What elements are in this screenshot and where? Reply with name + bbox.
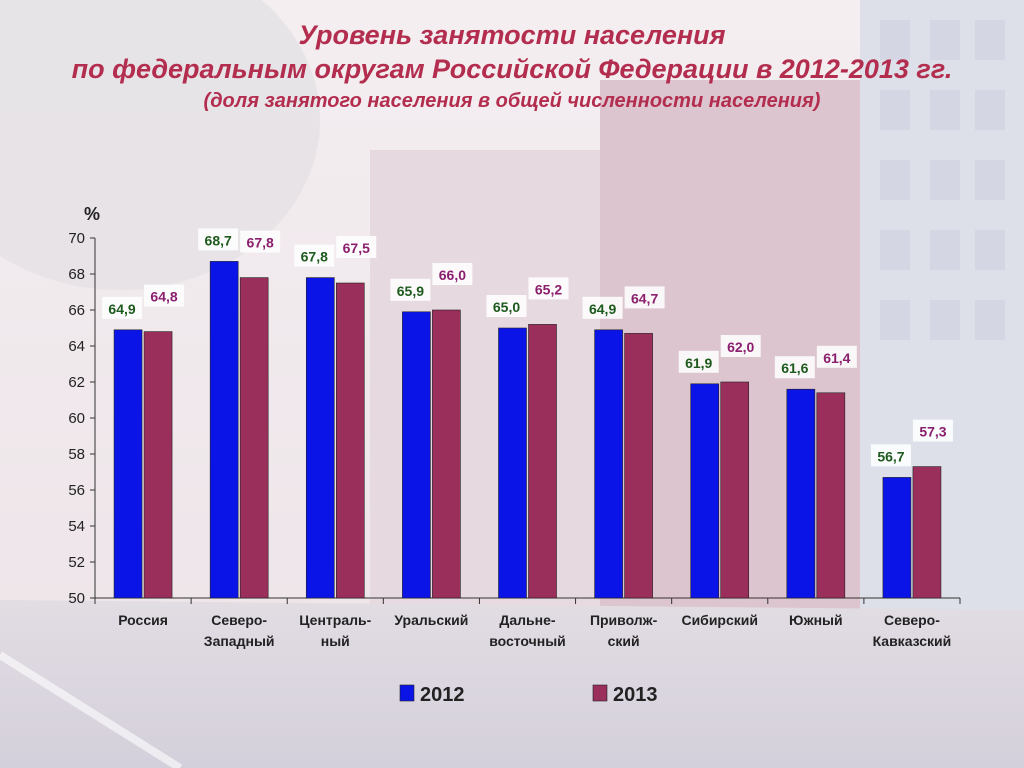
category-label: Северо- (211, 612, 267, 628)
data-label-bg (486, 295, 527, 317)
bar-2012-5 (498, 327, 527, 599)
data-label-2013-1: 64,8 (150, 289, 177, 305)
bar-2012-4 (402, 311, 431, 599)
data-label-2012-7: 61,9 (685, 355, 712, 371)
data-label-2013-8: 61,4 (823, 350, 850, 366)
data-label-bg (432, 263, 473, 285)
bar-2013-6 (624, 333, 653, 599)
chart-title-line2: по федеральным округам Российской Федера… (71, 54, 953, 84)
category-label: Южный (789, 612, 843, 628)
y-tick-label: 66 (68, 302, 85, 319)
data-label-bg (624, 286, 665, 309)
bar-2012-6 (594, 329, 623, 599)
category-label: ский (608, 633, 640, 649)
legend-label-2012: 2012 (420, 684, 465, 706)
data-label-2012-4: 65,9 (397, 283, 424, 299)
data-label-2013-9: 57,3 (919, 424, 946, 440)
bar-2012-1 (113, 329, 143, 599)
data-label-2013-7: 62,0 (727, 339, 754, 355)
chart-title: Уровень занятости населения (298, 20, 726, 50)
category-label: ный (321, 633, 350, 649)
data-label-bg (198, 228, 239, 251)
data-label-bg (720, 335, 761, 357)
category-label: Приволж- (590, 612, 658, 628)
data-label-2012-2: 68,7 (205, 232, 232, 248)
bar-2013-5 (528, 324, 557, 599)
legend-swatch-2013 (592, 684, 608, 702)
data-label-2013-2: 67,8 (247, 235, 274, 251)
category-label: восточный (489, 633, 566, 649)
category-label: Россия (118, 612, 168, 628)
category-label: Северо- (884, 612, 940, 628)
data-label-bg (582, 296, 623, 319)
y-axis-label: % (84, 204, 100, 224)
y-tick-label: 56 (68, 482, 85, 499)
data-label-2013-3: 67,5 (343, 240, 370, 256)
data-label-bg (870, 444, 911, 467)
bar-2012-9 (882, 477, 912, 599)
y-tick-label: 54 (68, 518, 85, 535)
y-tick-label: 68 (68, 266, 85, 283)
data-label-2013-6: 64,7 (631, 290, 658, 306)
data-label-bg (336, 236, 377, 258)
bar-2013-1 (143, 331, 173, 599)
chart-title-block: Уровень занятости населения по федеральн… (0, 18, 1024, 116)
data-label-2013-5: 65,2 (535, 281, 562, 297)
data-label-bg (816, 345, 857, 368)
bar-2013-2 (239, 277, 269, 599)
data-label-bg (390, 278, 431, 301)
y-tick-label: 52 (68, 554, 85, 571)
category-label: Централь- (299, 612, 371, 628)
bar-2013-4 (432, 309, 461, 599)
y-tick-label: 60 (68, 410, 85, 427)
data-label-bg (912, 419, 953, 442)
data-label-2013-4: 66,0 (439, 267, 466, 283)
bar-2013-8 (816, 392, 846, 599)
legend-swatch-2012 (399, 684, 415, 702)
bar-2012-7 (690, 383, 720, 599)
category-label: Уральский (394, 612, 468, 628)
legend-label-2013: 2013 (613, 684, 658, 706)
y-tick-label: 70 (68, 230, 85, 247)
data-label-bg (144, 284, 185, 307)
data-label-bg (102, 296, 143, 319)
category-label: Дальне- (499, 612, 556, 628)
data-label-2012-8: 61,6 (781, 360, 808, 376)
category-label: Сибирский (681, 612, 758, 628)
y-tick-label: 64 (68, 338, 85, 355)
y-tick-label: 50 (68, 590, 85, 607)
chart-subtitle: (доля занятого населения в общей численн… (203, 90, 821, 112)
data-label-2012-5: 65,0 (493, 299, 520, 315)
data-label-2012-3: 67,8 (301, 249, 328, 265)
data-label-bg (774, 356, 815, 379)
data-label-2012-9: 56,7 (877, 448, 904, 464)
bar-2013-3 (335, 282, 365, 599)
y-tick-label: 62 (68, 374, 85, 391)
bar-2012-2 (209, 261, 239, 599)
data-label-bg (240, 230, 281, 253)
bar-2013-7 (720, 381, 750, 599)
data-label-bg (678, 350, 719, 373)
data-label-bg (528, 277, 569, 300)
category-label: Кавказский (873, 633, 952, 649)
data-label-bg (294, 244, 335, 267)
category-label: Западный (204, 633, 275, 649)
data-label-2012-1: 64,9 (108, 301, 135, 317)
bar-2013-9 (912, 466, 942, 599)
bar-2012-3 (305, 277, 335, 599)
y-tick-label: 58 (68, 446, 85, 463)
data-label-2012-6: 64,9 (589, 301, 616, 317)
bar-2012-8 (786, 388, 816, 599)
